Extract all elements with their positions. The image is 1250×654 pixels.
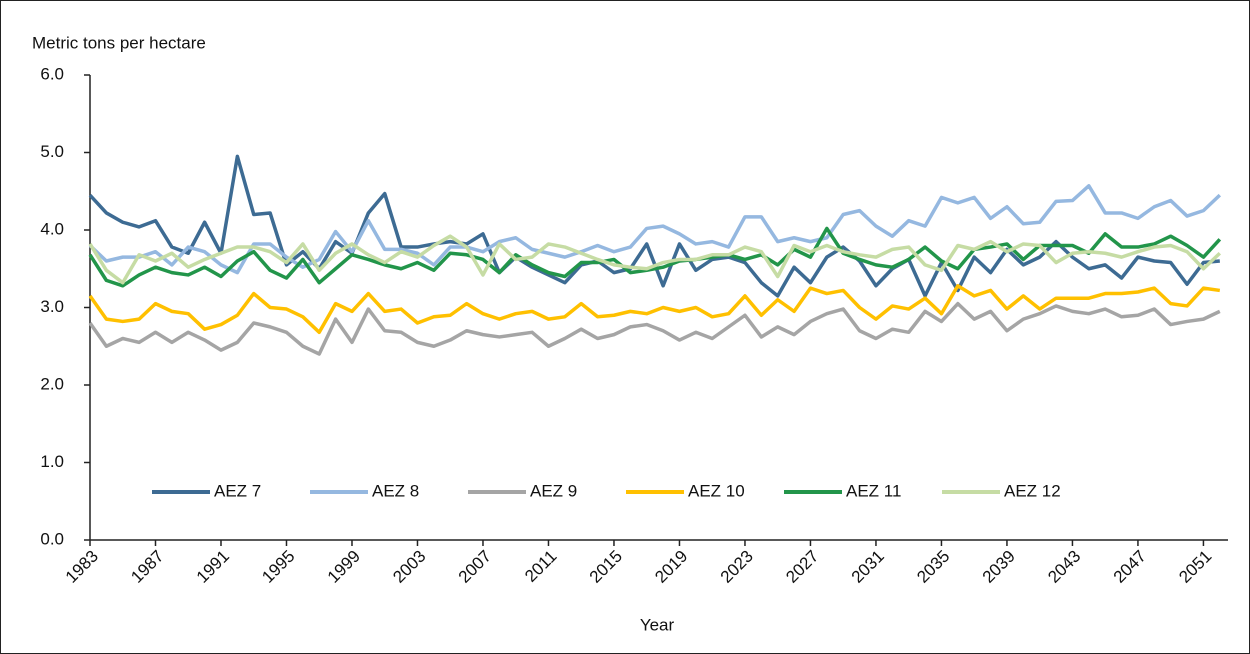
- legend-label: AEZ 9: [530, 481, 577, 500]
- legend-label: AEZ 11: [846, 481, 901, 500]
- x-axis-label: Year: [640, 615, 675, 634]
- y-tick-label: 3.0: [40, 297, 64, 316]
- y-tick-label: 5.0: [40, 142, 64, 161]
- legend-label: AEZ 7: [214, 481, 261, 500]
- y-tick-label: 6.0: [40, 64, 64, 83]
- y-axis-label: Metric tons per hectare: [32, 33, 206, 52]
- legend-label: AEZ 10: [688, 481, 745, 500]
- y-tick-label: 1.0: [40, 452, 64, 471]
- series-line: [88, 301, 1221, 356]
- series-line: [88, 226, 1222, 288]
- y-tick-label: 2.0: [40, 374, 64, 393]
- series-line: [88, 184, 1222, 275]
- legend-label: AEZ 12: [1004, 481, 1061, 500]
- series-line: [88, 234, 1222, 285]
- y-tick-label: 0.0: [40, 529, 64, 548]
- y-tick-label: 4.0: [40, 219, 64, 238]
- legend-label: AEZ 8: [372, 481, 419, 500]
- series-line: [88, 284, 1221, 335]
